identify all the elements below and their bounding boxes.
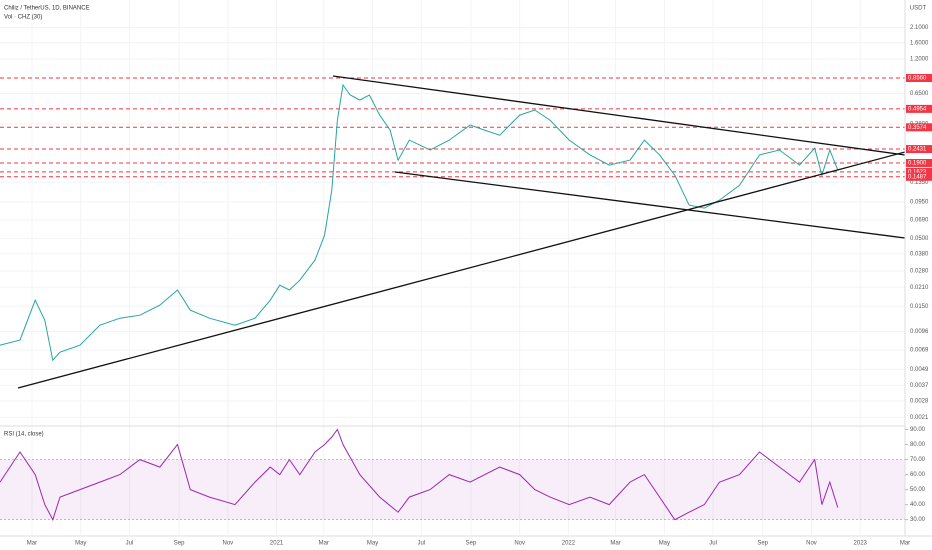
y-tick-label: 0.0028 — [910, 399, 929, 405]
level-label: 0.1900 — [908, 161, 927, 167]
x-tick-label: Jul — [709, 541, 717, 547]
x-tick-label: Sep — [466, 541, 477, 547]
plot — [0, 83, 905, 521]
x-tick-label: Sep — [757, 541, 768, 547]
x-tick-label: May — [75, 541, 86, 547]
x-tick-label: Mar — [900, 541, 910, 547]
y-tick-label: 1.2000 — [910, 57, 929, 63]
y-tick-label: 0.0021 — [910, 415, 929, 421]
rsi-tick-label: 30.00 — [910, 517, 926, 523]
x-tick-label: May — [659, 541, 670, 547]
y-tick-label: 2.1000 — [910, 25, 929, 31]
level-label: 0.8560 — [908, 76, 927, 82]
level-label-box — [906, 145, 932, 154]
y-tick-label: 0.0210 — [910, 285, 929, 291]
x-tick-label: 2022 — [562, 541, 576, 547]
y-tick-label: 0.0950 — [910, 200, 929, 206]
x-tick-label: Nov — [223, 541, 234, 547]
level-label-box — [906, 172, 932, 181]
x-tick-label: Nov — [514, 541, 525, 547]
trendline — [394, 171, 906, 239]
level-label-box — [906, 167, 932, 176]
trendline — [17, 151, 906, 389]
y-tick-label: 0.0380 — [910, 251, 929, 257]
level-label: 0.1487 — [908, 174, 927, 180]
x-tick-label: Mar — [27, 541, 37, 547]
levels — [0, 77, 905, 178]
rsi-tick-label: 80.00 — [910, 442, 926, 448]
x-tick-label: Nov — [806, 541, 817, 547]
rsi-tick-label: 50.00 — [910, 487, 926, 493]
level-label: 0.2431 — [908, 147, 927, 153]
rsi-tick-label: 90.00 — [910, 427, 926, 433]
level-label-box — [906, 123, 932, 132]
x-tick-label: Jul — [417, 541, 425, 547]
y-tick-label: 0.0037 — [910, 383, 929, 389]
x-tick-label: 2021 — [270, 541, 284, 547]
rsi-tick-label: 60.00 — [910, 472, 926, 478]
axes: 2.10001.60001.20000.65000.38000.13500.09… — [27, 25, 932, 547]
level-label-box — [906, 158, 932, 167]
x-tick-label: 2023 — [854, 541, 868, 547]
y-tick-label: 0.1350 — [910, 180, 929, 186]
y-tick-label: 0.6500 — [910, 91, 929, 97]
y-tick-label: 0.0049 — [910, 367, 929, 373]
level-label: 0.1623 — [908, 169, 927, 175]
x-tick-label: Mar — [610, 541, 620, 547]
rsi-label: RSI (14, close) — [4, 432, 44, 438]
price-line — [0, 83, 839, 362]
chart-title: Chiliz / TetherUS, 1D, BINANCE — [4, 6, 90, 12]
level-label-box — [906, 104, 932, 113]
y-tick-label: 0.0069 — [910, 348, 929, 354]
rsi-tick-label: 70.00 — [910, 457, 926, 463]
y-tick-label: 0.0096 — [910, 329, 929, 335]
rsi-band — [0, 459, 905, 520]
x-tick-label: Sep — [174, 541, 185, 547]
x-tick-label: Mar — [319, 541, 329, 547]
x-tick-label: May — [367, 541, 378, 547]
level-label-box — [906, 74, 932, 83]
volume-label: Vol · CHZ (30) — [4, 15, 42, 21]
y-tick-label: 0.0500 — [910, 236, 929, 242]
level-label: 0.4954 — [908, 106, 927, 112]
y-tick-label: 1.6000 — [910, 40, 929, 46]
grid — [0, 0, 906, 535]
y-tick-label: 0.0150 — [910, 304, 929, 310]
y-tick-label: 0.0690 — [910, 218, 929, 224]
rsi-line — [0, 428, 839, 521]
trendline — [332, 75, 906, 156]
currency-label: USDT — [910, 6, 927, 12]
y-tick-label: 0.0280 — [910, 269, 929, 275]
level-label: 0.3574 — [908, 125, 927, 131]
rsi-tick-label: 40.00 — [910, 502, 926, 508]
x-tick-label: Jul — [126, 541, 134, 547]
